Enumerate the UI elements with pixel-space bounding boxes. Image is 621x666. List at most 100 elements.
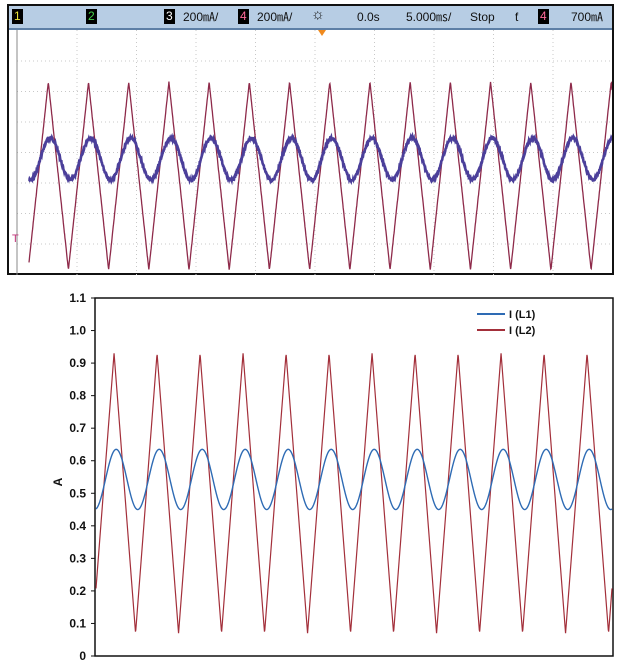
grid-dot: [413, 152, 414, 153]
grid-dot: [245, 182, 246, 184]
grid-dot: [189, 91, 190, 92]
grid-dot: [469, 91, 470, 92]
grid-dot: [245, 152, 246, 153]
grid-dot: [113, 60, 114, 62]
grid-dot: [93, 60, 94, 62]
grid-dot: [76, 242, 78, 243]
grid-dot: [301, 121, 302, 123]
grid-dot: [552, 74, 554, 75]
grid-dot: [109, 121, 110, 123]
grid-dot: [76, 138, 78, 139]
grid-dot: [217, 60, 218, 62]
grid-dot: [153, 60, 154, 62]
legend: I (L1) I (L2): [477, 309, 536, 337]
grid-dot: [136, 250, 137, 251]
grid-dot: [241, 243, 242, 245]
grid-dot: [345, 91, 346, 92]
grid-dot: [381, 91, 382, 92]
grid-dot: [493, 210, 494, 211]
grid-dot: [309, 152, 310, 153]
channel-3-indicator[interactable]: 3: [164, 9, 175, 24]
trigger-channel-indicator[interactable]: 4: [538, 9, 549, 24]
grid-dot: [393, 213, 394, 214]
grid-dot: [493, 250, 494, 251]
grid-dot: [453, 213, 454, 214]
grid-dot: [374, 242, 375, 243]
grid-dot: [314, 74, 316, 75]
grid-dot: [537, 182, 538, 184]
trigger-level-marker[interactable]: T: [12, 233, 19, 245]
channel-2-indicator[interactable]: 2: [86, 9, 97, 24]
grid-dot: [501, 91, 502, 92]
grid-dot: [53, 243, 54, 245]
grid-dot: [255, 198, 256, 199]
grid-dot: [205, 152, 206, 153]
grid-dot: [237, 152, 238, 153]
grid-dot: [255, 230, 256, 231]
intensity-icon[interactable]: ☼: [311, 6, 325, 23]
grid-dot: [277, 182, 278, 184]
grid-dot: [325, 91, 326, 92]
grid-dot: [255, 42, 256, 43]
run-state[interactable]: Stop: [470, 10, 495, 24]
grid-dot: [173, 213, 174, 214]
grid-dot: [76, 86, 78, 87]
grid-dot: [581, 60, 582, 62]
grid-dot: [305, 91, 306, 92]
grid-dot: [195, 110, 197, 111]
channel-1-indicator[interactable]: 1: [12, 9, 23, 24]
grid-dot: [314, 110, 316, 111]
grid-dot: [195, 46, 197, 47]
grid-dot: [374, 166, 375, 167]
grid-dot: [255, 98, 256, 99]
grid-dot: [121, 243, 122, 245]
grid-dot: [493, 134, 494, 135]
grid-dot: [493, 182, 494, 184]
grid-dot: [577, 182, 578, 184]
grid-dot: [37, 60, 38, 62]
grid-dot: [433, 34, 435, 35]
grid-dot: [565, 213, 566, 214]
grid-dot: [353, 91, 354, 92]
grid-dot: [445, 182, 446, 184]
grid-dot: [493, 226, 494, 227]
grid-dot: [136, 190, 137, 191]
grid-dot: [433, 154, 435, 155]
grid-dot: [225, 60, 226, 62]
grid-dot: [374, 178, 375, 179]
grid-dot: [136, 214, 137, 215]
grid-dot: [329, 213, 330, 214]
grid-dot: [237, 182, 238, 184]
channel-4-indicator[interactable]: 4: [238, 9, 249, 24]
grid-dot: [537, 91, 538, 92]
grid-dot: [589, 91, 590, 92]
grid-dot: [561, 182, 562, 184]
grid-dot: [374, 74, 375, 75]
grid-dot: [397, 121, 398, 123]
grid-dot: [374, 262, 375, 263]
grid-dot: [413, 213, 414, 214]
trigger-position-marker[interactable]: [318, 30, 326, 36]
grid-dot: [221, 213, 222, 214]
grid-dot: [405, 243, 406, 245]
grid-dot: [76, 150, 78, 151]
grid-dot: [517, 152, 518, 153]
grid-dot: [241, 121, 242, 123]
grid-dot: [401, 213, 402, 214]
grid-dot: [277, 91, 278, 92]
grid-dot: [437, 182, 438, 184]
grid-dot: [433, 50, 435, 51]
grid-dot: [493, 152, 494, 153]
grid-dot: [333, 152, 334, 153]
grid-dot: [189, 121, 190, 123]
grid-dot: [195, 90, 197, 91]
grid-dot: [145, 182, 146, 184]
grid-dot: [325, 60, 326, 62]
grid-dot: [429, 121, 430, 123]
grid-dot: [205, 243, 206, 245]
grid-dot: [245, 60, 246, 62]
grid-dot: [195, 158, 197, 159]
grid-dot: [369, 152, 370, 153]
grid-dot: [552, 170, 554, 171]
grid-dot: [309, 243, 310, 245]
